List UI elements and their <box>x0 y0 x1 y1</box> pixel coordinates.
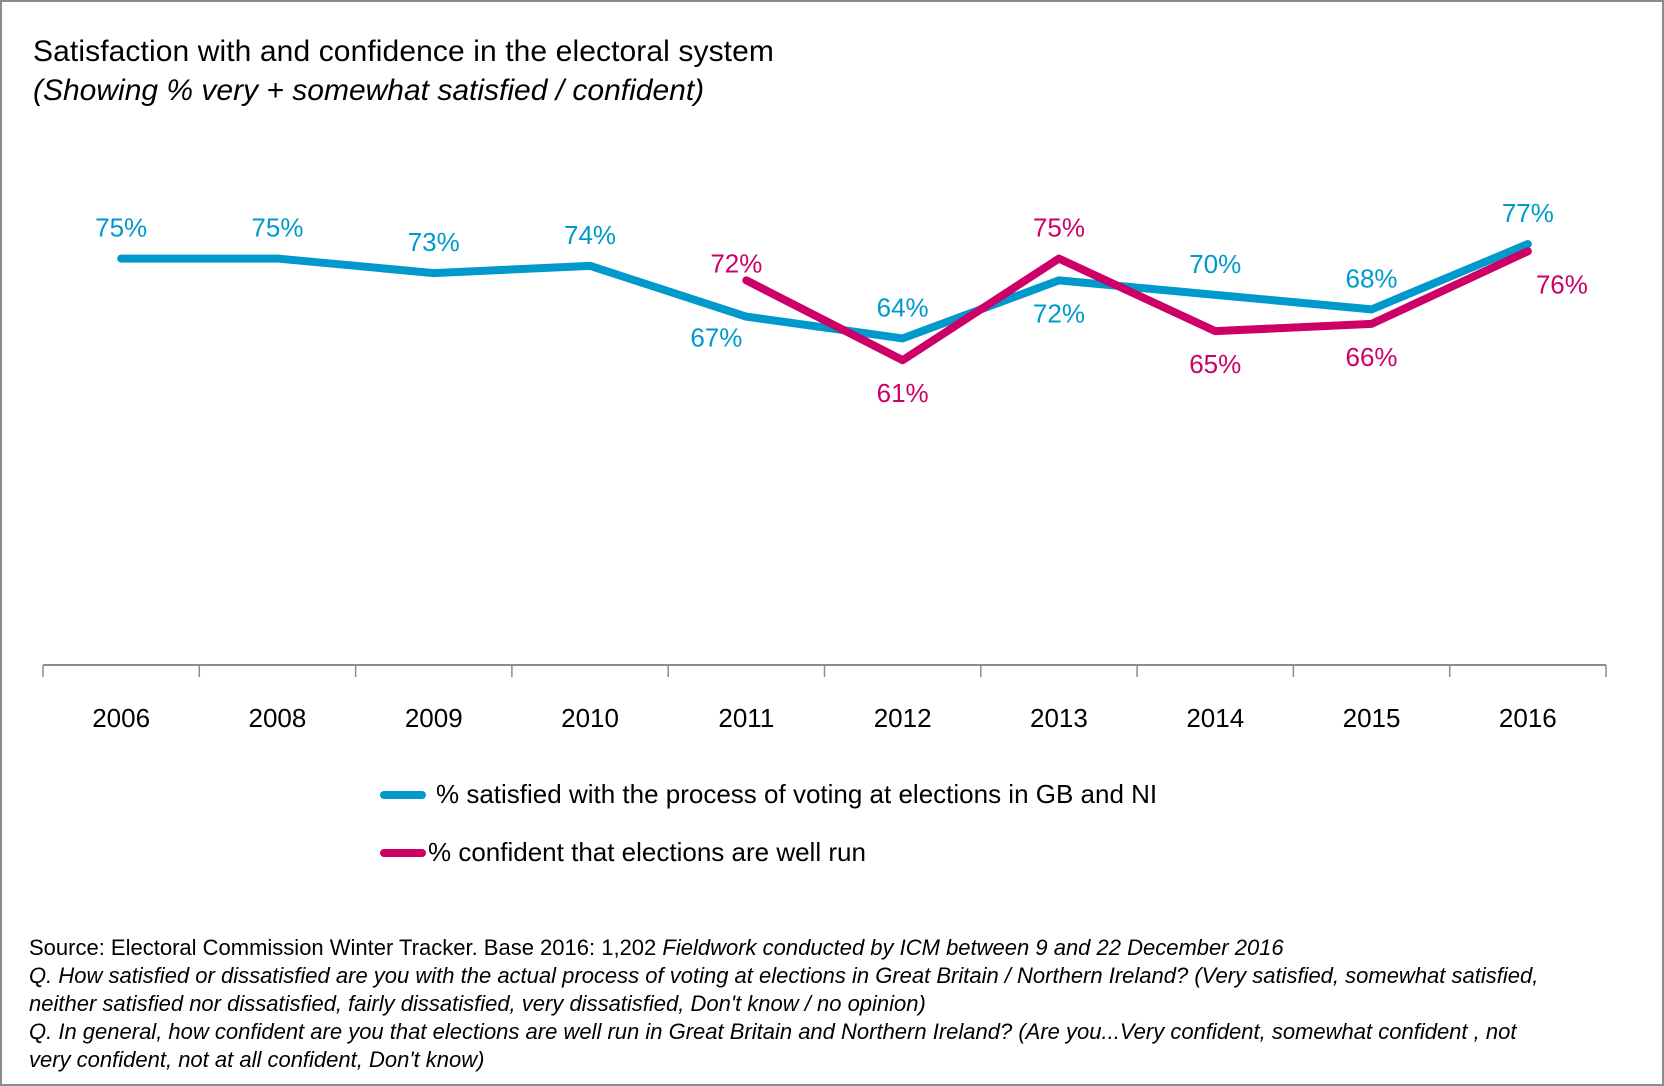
x-tick-label: 2011 <box>718 703 774 733</box>
x-tick-label: 2010 <box>561 703 619 733</box>
source-note: Source: Electoral Commission Winter Trac… <box>29 934 1649 962</box>
legend-swatch-satisfied <box>380 790 426 799</box>
data-label-satisfied: 72% <box>1033 298 1085 328</box>
data-labels: 75% 75% 73% 74% 67% 64% 72% 70% 68% 77% 72% 61% 75% 6… <box>95 198 1588 408</box>
question-2-line-2: very confident, not at all confident, Do… <box>29 1047 485 1072</box>
data-label-satisfied: 68% <box>1346 263 1398 293</box>
x-tick-label: 2013 <box>1030 703 1088 733</box>
question-1-line-2: neither satisfied nor dissatisfied, fair… <box>29 991 926 1016</box>
data-label-confident: 75% <box>1033 213 1085 243</box>
source-text: Source: Electoral Commission Winter Trac… <box>29 935 663 960</box>
x-tick-label: 2015 <box>1343 703 1401 733</box>
data-label-satisfied: 77% <box>1502 198 1554 228</box>
chart-footnotes: Source: Electoral Commission Winter Trac… <box>29 934 1649 1074</box>
series-lines <box>117 240 1532 365</box>
chart-subtitle: (Showing % very + somewhat satisfied / c… <box>33 74 705 107</box>
data-label-satisfied: 73% <box>408 227 460 257</box>
data-label-satisfied: 64% <box>877 292 929 322</box>
series-line-satisfied <box>117 240 1532 343</box>
legend-label-confident: % confident that elections are well run <box>428 837 866 867</box>
x-tick-label: 2006 <box>92 703 150 733</box>
x-tick-label: 2014 <box>1186 703 1244 733</box>
series-line-confident <box>742 247 1532 365</box>
data-label-satisfied: 75% <box>95 213 147 243</box>
data-label-satisfied: 74% <box>564 220 616 250</box>
data-label-satisfied: 75% <box>251 213 303 243</box>
chart-title: Satisfaction with and confidence in the … <box>33 35 774 68</box>
fieldwork-text: Fieldwork conducted by ICM between 9 and… <box>662 935 1284 960</box>
x-axis: 2006 2008 2009 2010 2011 2012 2013 2014 2015 2016 <box>42 664 1607 733</box>
legend-item-satisfied: % satisfied with the process of voting a… <box>380 779 1157 810</box>
x-tick-label: 2016 <box>1499 703 1557 733</box>
legend-label-satisfied: % satisfied with the process of voting a… <box>436 779 1158 809</box>
legend-item-confident: % confident that elections are well run <box>380 837 866 868</box>
data-label-confident: 72% <box>710 248 762 278</box>
data-label-satisfied: 67% <box>690 323 742 353</box>
legend-swatch-confident <box>380 848 426 857</box>
data-label-satisfied: 70% <box>1189 249 1241 279</box>
x-tick-label: 2009 <box>405 703 463 733</box>
x-tick-label: 2012 <box>874 703 932 733</box>
question-1-line-1: Q. How satisfied or dissatisfied are you… <box>29 963 1539 988</box>
question-2-line-1: Q. In general, how confident are you tha… <box>29 1019 1517 1044</box>
data-label-confident: 61% <box>877 378 929 408</box>
data-label-confident: 65% <box>1189 349 1241 379</box>
data-label-confident: 76% <box>1536 269 1588 299</box>
x-tick-label: 2008 <box>249 703 307 733</box>
data-label-confident: 66% <box>1346 342 1398 372</box>
